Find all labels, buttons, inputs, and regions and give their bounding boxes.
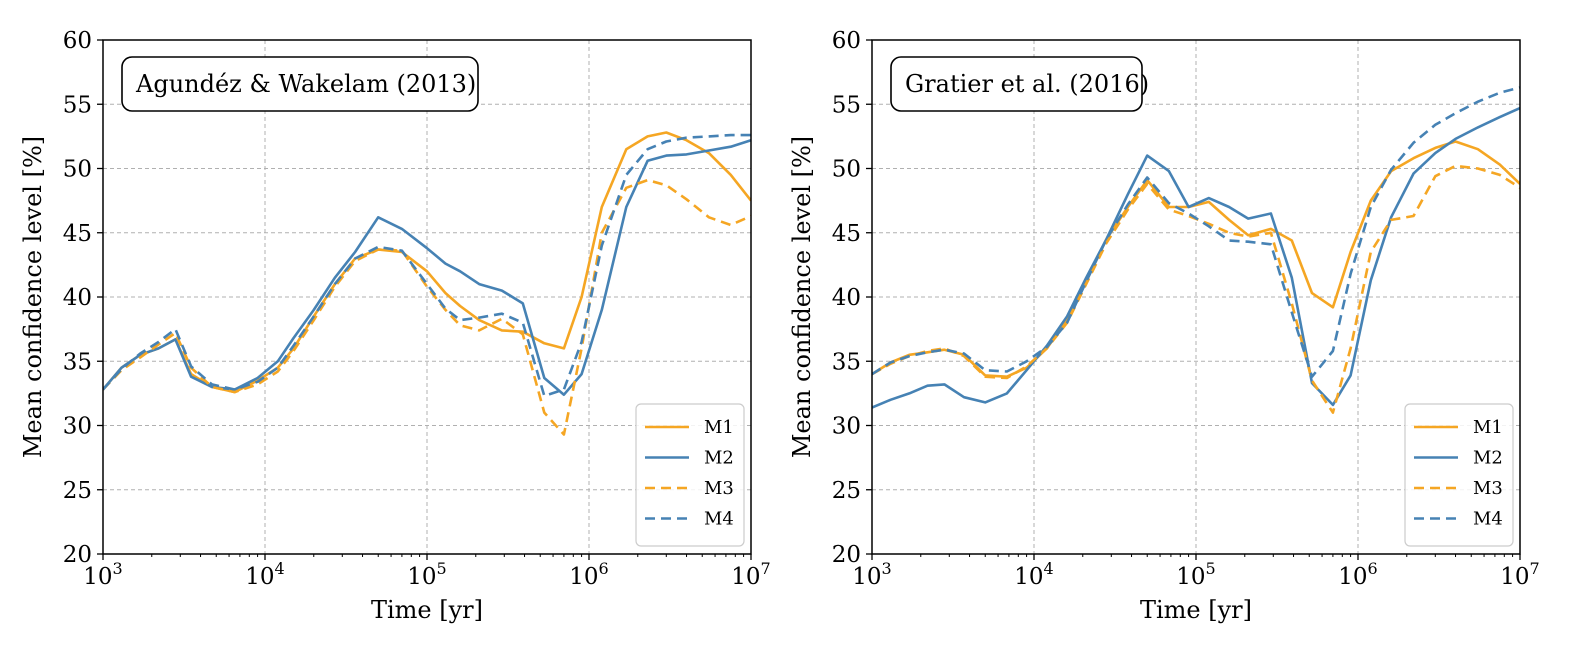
series-line-m3	[103, 178, 751, 436]
y-tick-label: 60	[63, 28, 92, 54]
chart-panel-2: 20 25 30 35 40 45 50 55 60 103 104 105 106 107 Time [y…	[788, 28, 1540, 624]
y-tick-label: 25	[63, 478, 92, 504]
legend-label-m3: M3	[704, 478, 734, 499]
legend-label-m1: M1	[1473, 417, 1503, 438]
x-tick-label: 104	[1014, 559, 1053, 590]
x-tick-label: 104	[245, 559, 284, 590]
y-tick-label: 20	[63, 542, 92, 568]
y-tick-label: 20	[832, 542, 861, 568]
y-tick-label: 55	[832, 92, 861, 118]
legend-box	[635, 403, 745, 547]
legend-label-m1: M1	[704, 417, 734, 438]
x-tick-label: 103	[83, 559, 122, 590]
x-tick-label: 105	[407, 559, 446, 590]
y-tick-label: 50	[63, 157, 92, 183]
y-tick-label: 55	[63, 92, 92, 118]
series-line-m4	[103, 133, 751, 398]
x-tick-label: 106	[1338, 559, 1377, 590]
y-tick-label: 25	[832, 478, 861, 504]
y-tick-label: 45	[63, 221, 92, 247]
x-axis-label: Time [yr]	[371, 596, 483, 624]
y-axis-label: Mean confidence level [%]	[19, 136, 47, 458]
y-axis-label: Mean confidence level [%]	[788, 136, 816, 458]
y-tick-label: 35	[832, 349, 861, 375]
legend-label-m2: M2	[704, 448, 734, 469]
chart-title: Gratier et al. (2016)	[905, 70, 1149, 98]
x-tick-label: 103	[852, 559, 891, 590]
y-tick-label: 30	[63, 414, 92, 440]
chart-title-box	[121, 56, 479, 112]
legend-box	[1404, 403, 1514, 547]
x-tick-label: 107	[1500, 559, 1539, 590]
chart-title: Agundéz & Wakelam (2013)	[135, 70, 476, 98]
series-line-m2	[872, 106, 1520, 409]
legend-label-m4: M4	[704, 509, 734, 530]
series-line-m2	[103, 138, 751, 397]
x-axis-label: Time [yr]	[1140, 596, 1252, 624]
legend-label-m3: M3	[1473, 478, 1503, 499]
chart-title-box	[890, 56, 1143, 112]
series-line-m1	[103, 131, 751, 394]
x-tick-label: 106	[569, 559, 608, 590]
y-tick-label: 40	[63, 285, 92, 311]
legend-label-m4: M4	[1473, 509, 1503, 530]
y-tick-label: 35	[63, 349, 92, 375]
y-tick-label: 45	[832, 221, 861, 247]
x-tick-label: 107	[731, 559, 770, 590]
chart-panel-1: 20 25 30 35 40 45 50 55 60 103 104 105 106 107 Time [y…	[19, 28, 771, 624]
y-tick-label: 60	[832, 28, 861, 54]
x-tick-label: 105	[1176, 559, 1215, 590]
legend-label-m2: M2	[1473, 448, 1503, 469]
y-tick-label: 40	[832, 285, 861, 311]
y-tick-label: 30	[832, 414, 861, 440]
y-tick-label: 50	[832, 157, 861, 183]
